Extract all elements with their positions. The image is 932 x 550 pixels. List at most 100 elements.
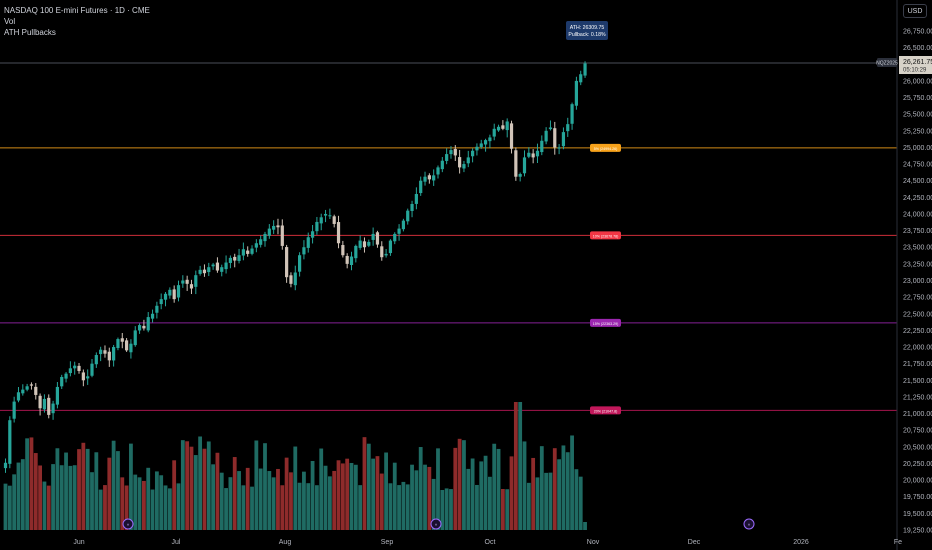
volume-bar <box>423 464 427 530</box>
candle-body <box>246 250 250 254</box>
volume-bar <box>483 455 488 530</box>
candle-body <box>150 313 155 319</box>
volume-bar <box>449 489 453 530</box>
volume-layer <box>3 402 587 530</box>
volume-bar <box>215 452 220 530</box>
chart-legend: NASDAQ 100 E-mini Futures · 1D · CME Vol… <box>4 5 150 38</box>
candle-body <box>583 63 587 76</box>
volume-bar <box>565 452 570 530</box>
price-tick-label: 23,000.00 <box>903 278 932 285</box>
price-tick-label: 23,250.00 <box>903 261 932 268</box>
candle-body <box>202 269 207 274</box>
time-tick-label: Nov <box>587 539 600 546</box>
price-tick-label: 25,000.00 <box>903 145 932 152</box>
time-tick-label: Aug <box>279 539 292 546</box>
volume-bar <box>470 458 475 530</box>
indicator-ath-pullbacks[interactable]: ATH Pullbacks <box>4 28 56 37</box>
candle-body <box>172 289 176 300</box>
candle-body <box>367 241 371 246</box>
volume-bar <box>142 480 146 530</box>
candle-body <box>509 123 514 149</box>
price-tick-label: 25,250.00 <box>903 128 932 135</box>
candle-body <box>16 392 21 401</box>
candle-body <box>38 395 42 409</box>
candle-body <box>194 275 198 287</box>
candle-body <box>241 249 245 256</box>
volume-bar <box>116 451 120 530</box>
candle-body <box>384 253 388 256</box>
candle-body <box>94 355 98 365</box>
volume-bar <box>68 465 73 530</box>
volume-bar <box>397 485 401 530</box>
volume-bar <box>583 522 587 530</box>
volume-bar <box>129 443 133 530</box>
volume-bar <box>414 470 419 530</box>
time-axis: Jun Jul Aug Sep Oct Nov Dec 2026 Fe <box>73 539 902 546</box>
price-tick-label: 24,750.00 <box>903 162 932 169</box>
volume-bar <box>146 467 151 530</box>
volume-bar <box>578 476 583 530</box>
volume-bar <box>154 471 159 530</box>
candle-body <box>8 420 12 464</box>
volume-bar <box>29 437 34 530</box>
time-tick-label: 2026 <box>793 539 809 546</box>
volume-bar <box>211 464 215 530</box>
volume-bar <box>46 485 51 530</box>
volume-bar <box>159 475 164 530</box>
candle-body <box>137 325 142 331</box>
candle-body <box>414 194 418 204</box>
candle-body <box>557 147 561 149</box>
volume-bar <box>302 471 306 530</box>
candle-body <box>496 126 501 131</box>
candle-body <box>215 262 220 271</box>
candle-body <box>561 132 566 147</box>
price-tick-label: 20,500.00 <box>903 444 932 451</box>
volume-bar <box>51 464 55 530</box>
candle-body <box>276 225 280 228</box>
candle-body <box>336 222 341 244</box>
candle-body <box>107 351 111 361</box>
volume-bar <box>440 489 445 530</box>
candle-body <box>207 267 211 273</box>
volume-bar <box>202 448 207 530</box>
volume-bar <box>418 447 423 530</box>
volume-bar <box>167 488 172 530</box>
pullback-label: 10% (23678.78) <box>593 234 619 238</box>
price-tag-countdown: 05:10:29 <box>903 68 927 74</box>
volume-bar <box>496 448 501 530</box>
currency-button[interactable]: USD <box>903 4 927 18</box>
candle-body <box>553 128 557 148</box>
volume-bar <box>492 443 497 530</box>
volume-bar <box>505 489 510 530</box>
candle-body <box>315 221 319 232</box>
level-labels: 5% (24994.26) 10% (23678.78) 15% (22363.29… <box>566 21 621 415</box>
volume-bar <box>103 485 107 530</box>
volume-bar <box>81 442 86 530</box>
time-tick-label: Oct <box>485 539 496 546</box>
candle-body <box>133 330 137 346</box>
candle-body <box>375 232 380 245</box>
volume-bar <box>280 485 285 530</box>
candle-body <box>129 343 133 353</box>
candle-body <box>12 401 16 419</box>
pullback-label: 20% (21047.8) <box>594 409 618 413</box>
volume-bar <box>7 485 12 530</box>
candle-body <box>250 248 254 254</box>
candle-body <box>42 398 47 410</box>
indicator-vol[interactable]: Vol <box>4 17 16 26</box>
candle-body <box>388 240 393 254</box>
candle-body <box>531 153 535 158</box>
candle-body <box>233 256 237 261</box>
candle-body <box>60 376 64 387</box>
symbol-title[interactable]: NASDAQ 100 E-mini Futures · 1D · CME <box>4 6 150 15</box>
volume-bar <box>263 443 267 530</box>
volume-bar <box>349 462 354 530</box>
candle-body <box>349 256 354 266</box>
symbol-tag-bg <box>877 58 897 67</box>
candle-body <box>181 280 185 284</box>
pullback-label-bg <box>590 318 621 327</box>
volume-bar <box>176 483 181 530</box>
candle-body <box>458 157 462 168</box>
volume-bar <box>38 465 42 530</box>
